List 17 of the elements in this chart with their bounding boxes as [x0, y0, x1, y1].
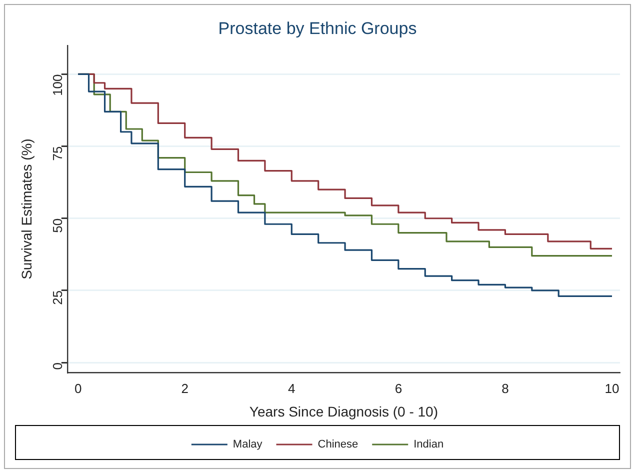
- x-tick-label: 8: [502, 380, 509, 396]
- x-tick-label: 6: [394, 380, 402, 396]
- x-tick-label: 4: [288, 380, 296, 396]
- y-tick-label: 25: [50, 290, 65, 305]
- legend-label: Indian: [414, 438, 444, 451]
- y-tick-label: 0: [50, 362, 65, 370]
- x-tick-label: 10: [604, 380, 620, 396]
- x-axis-title: Years Since Diagnosis (0 - 10): [249, 403, 438, 420]
- x-tick-label: 0: [74, 380, 82, 396]
- legend-label: Malay: [232, 438, 263, 451]
- y-tick-label: 75: [50, 146, 65, 161]
- y-tick-label: 100: [50, 74, 65, 96]
- x-tick-label: 2: [181, 380, 188, 396]
- chart-title: Prostate by Ethnic Groups: [218, 18, 417, 38]
- legend-label: Chinese: [318, 438, 358, 451]
- y-axis-title: Survival Estimates (%): [18, 138, 34, 280]
- y-tick-label: 50: [50, 218, 65, 233]
